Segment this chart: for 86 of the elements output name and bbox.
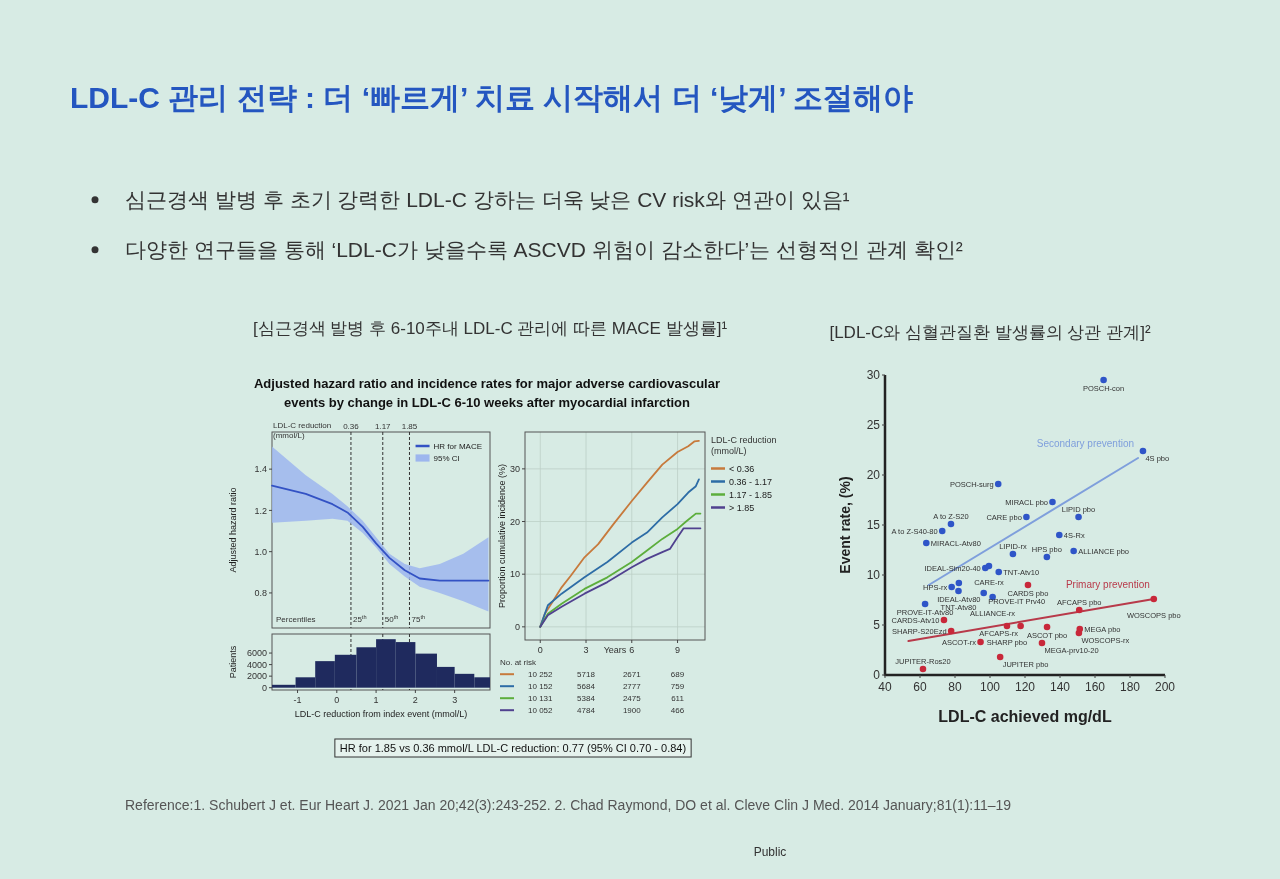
legend-label: < 0.36 [729,463,755,474]
text: 2777 [622,682,642,691]
legend-label: 0.36 - 1.17 [729,476,773,487]
annotation: 75$^{th}$ [411,613,426,624]
text: 759 [670,682,685,691]
text: 10 252 [528,670,554,679]
ref-line-label: 1.17 [374,422,392,431]
x-tick-label: 200 [1154,680,1176,694]
text: 1900 [622,706,642,715]
text: 10 152 [528,682,554,691]
legend-label: HR for MACE [433,441,482,451]
x-tick-label: 140 [1049,680,1071,694]
text: 2671 [622,670,642,679]
x-tick-label: 3 [452,695,458,705]
x-tick-label: 6 [629,645,635,655]
x-tick-label: 2 [412,695,418,705]
annotation: Percentiles [276,615,316,624]
y-tick-label: 0 [514,621,520,632]
y-axis-title: Patients [228,645,238,679]
series-label: Primary prevention [1065,579,1150,590]
annotation: LDL-C reduction (mmol/L) [273,421,332,440]
series-label: Secondary prevention [1036,438,1135,449]
x-tick-label: 80 [948,680,962,694]
x-axis-title: LDL-C reduction from index event (mmol/L) [294,709,468,719]
y-axis-title: Event rate, (%) [837,476,853,574]
text: HR for 1.85 vs 0.36 mmol/L LDL-C reduction: 0.77 (95% CI 0.70 - 0.84) [339,742,687,754]
text: 466 [670,706,685,715]
text: 심근경색 발병 후 초기 강력한 LDL-C 강하는 더욱 낮은 CV risk와 연관이 있음¹ [125,188,850,211]
y-tick-label: 0 [873,668,881,683]
chart-title: [심근경색 발병 후 6-10주내 LDL-C 관리에 따른 MACE 발생률]¹ [252,319,728,338]
text: Reference:1. Schubert J et. Eur Heart J. 2021 Jan 20;42(3):243-252. 2. Chad Raymond, DO et al. Cleve Clin J Med. 2014 January;81(1):11–19 [125,797,1012,813]
x-tick-label: 1 [373,695,379,705]
text: 5684 [577,682,596,691]
text: 5384 [577,694,596,703]
x-tick-label: 9 [675,645,681,655]
legend-label: 1.17 - 1.85 [729,489,773,500]
text: 다양한 연구들을 통해 ‘LDL-C가 낮을수록 ASCVD 위험이 감소한다’는 선형적인 관계 확인² [125,238,963,261]
text: 611 [671,694,685,703]
annotation: 50$^{th}$ [384,613,399,624]
y-tick-label: 0.8 [254,588,267,599]
x-axis-title: LDL-C achieved mg/dL [938,708,1112,725]
legend-label: 95% CI [433,453,460,463]
text: 4784 [577,706,596,715]
x-tick-label: 180 [1119,680,1141,694]
y-tick-label: 10 [866,568,881,583]
text: 10 131 [528,694,554,703]
text: No. at risk [500,658,538,667]
x-tick-label: 100 [979,680,1001,694]
x-tick-label: -1 [293,695,302,705]
text: 689 [670,670,685,679]
x-tick-label: 0 [334,695,340,705]
y-tick-label: 1.4 [254,464,267,475]
text: 5718 [577,670,596,679]
y-axis-title: Proportion cumulative incidence (%) [497,463,507,609]
y-tick-label: 30 [509,464,520,475]
text: LDL-C 관리 전략 : 더 ‘빠르게’ 치료 시작해서 더 ‘낮게’ 조절해야 [70,81,914,114]
y-tick-label: 2000 [246,671,267,682]
x-tick-label: 120 [1014,680,1036,694]
y-tick-label: 30 [866,368,881,383]
x-tick-label: 0 [537,645,543,655]
y-tick-label: 10 [509,569,520,580]
ref-line-label: 1.85 [401,422,418,431]
y-tick-label: 6000 [246,648,267,659]
y-tick-label: 1.0 [254,546,267,557]
x-tick-label: 160 [1084,680,1106,694]
x-tick-label: 40 [878,680,892,694]
y-tick-label: 15 [866,518,881,533]
annotation: 25$^{th}$ [352,613,367,624]
y-tick-label: 4000 [246,659,267,670]
text: 10 052 [528,706,554,715]
ref-line-label: 0.36 [343,422,360,431]
legend-label: > 1.85 [729,502,755,513]
y-tick-label: 5 [873,618,881,633]
x-tick-label: 3 [583,645,589,655]
x-axis-title: Years [603,645,627,655]
chart-subtitle: Adjusted hazard ratio and incidence rates for major adverse cardiovascular events by change in LDL-C 6-10 weeks after myocardial infarction [253,376,721,410]
text: 2475 [622,694,642,703]
legend-title: LDL-C reduction (mmol/L) [711,435,777,456]
text: Public [753,845,787,859]
y-tick-label: 20 [866,468,881,483]
x-tick-label: 60 [913,680,927,694]
chart-title: [LDL-C와 심혈관질환 발생률의 상관 관계]² [829,323,1151,342]
y-tick-label: 1.2 [254,505,267,516]
y-axis-title: Adjusted hazard ratio [228,487,238,573]
y-tick-label: 25 [866,418,881,433]
y-tick-label: 20 [509,516,520,527]
